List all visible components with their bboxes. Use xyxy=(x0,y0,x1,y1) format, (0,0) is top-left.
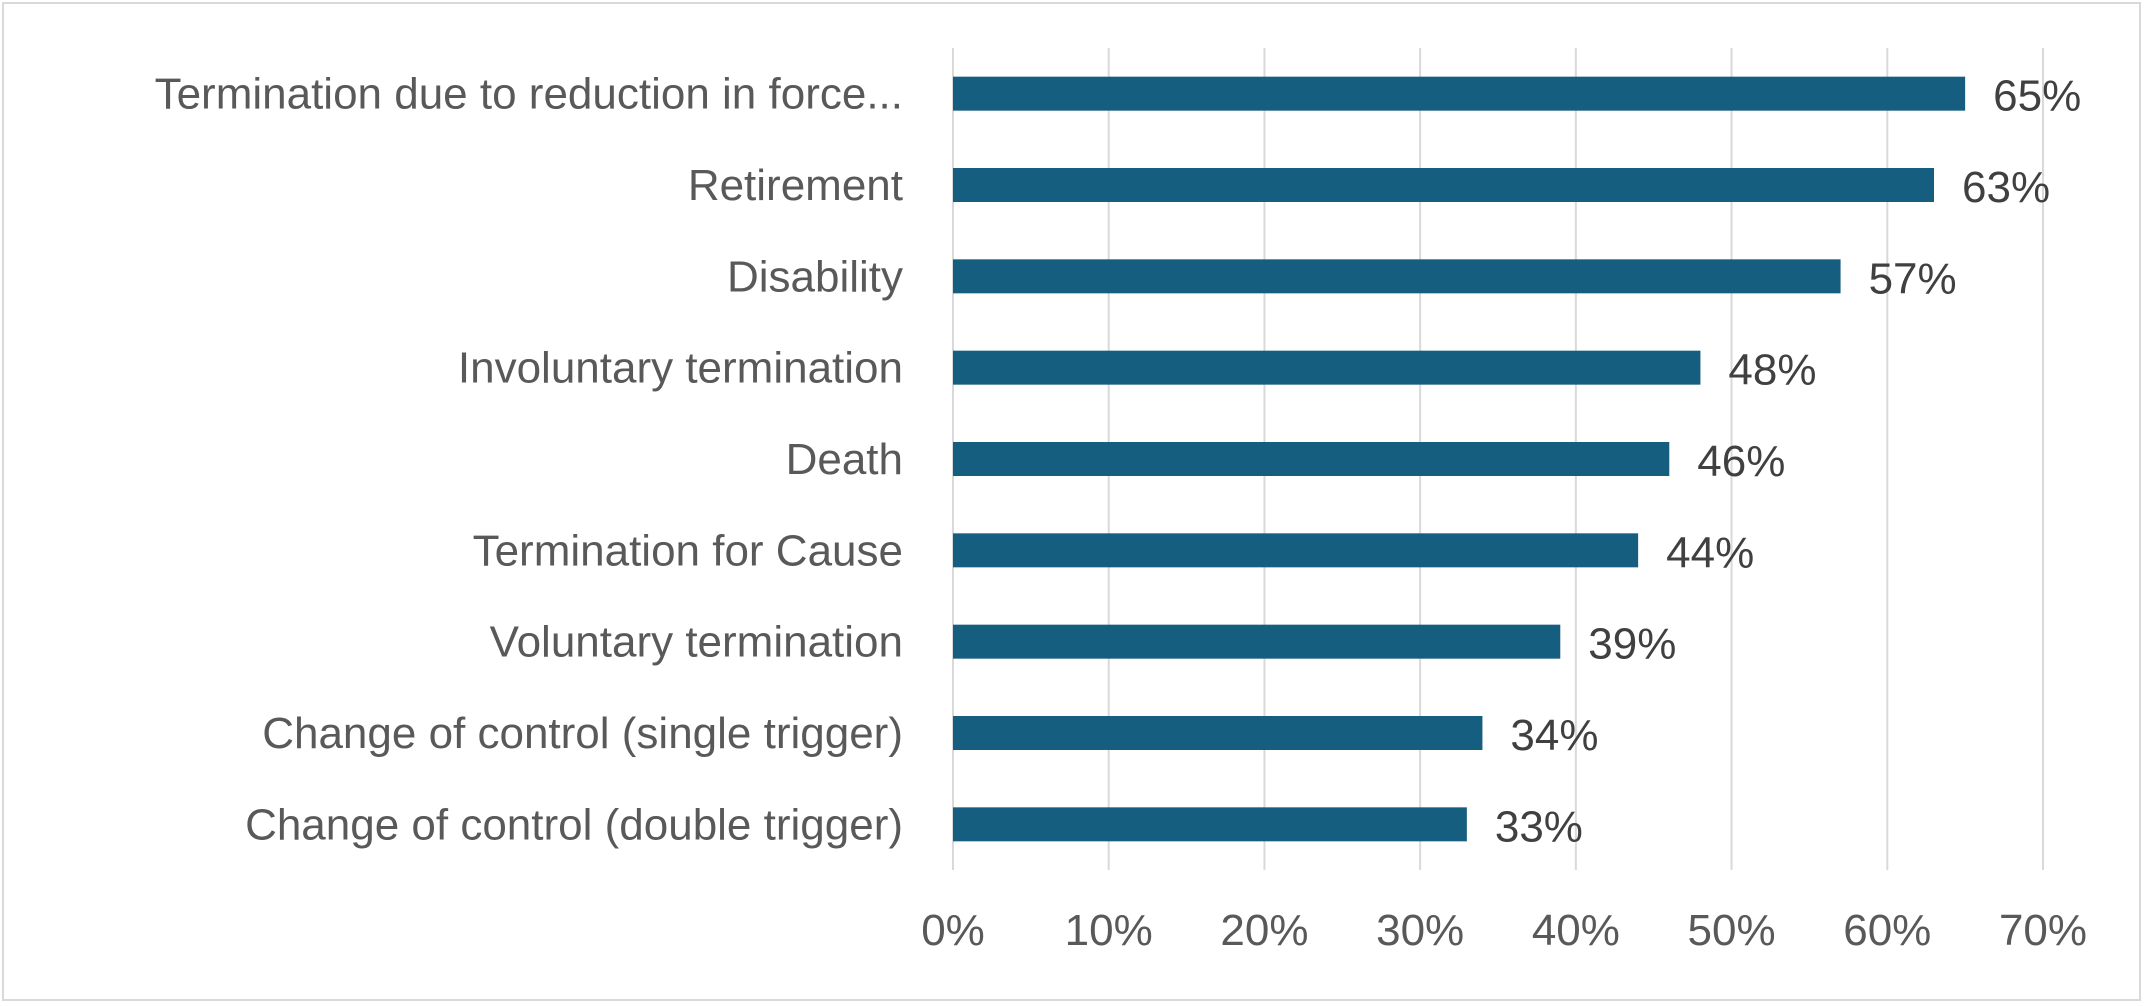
category-label: Change of control (double trigger) xyxy=(245,800,903,849)
category-label: Termination for Cause xyxy=(473,526,903,575)
x-tick-label: 40% xyxy=(1532,906,1620,955)
bar-chart: Termination due to reduction in force...… xyxy=(155,48,2087,955)
bar xyxy=(953,624,1561,659)
category-label: Voluntary termination xyxy=(490,618,903,667)
x-tick-label: 30% xyxy=(1376,906,1464,955)
data-label: 33% xyxy=(1495,802,1583,851)
x-tick-label: 0% xyxy=(921,906,985,955)
category-labels: Termination due to reduction in force...… xyxy=(155,70,903,850)
data-label: 39% xyxy=(1588,620,1676,669)
category-label: Disability xyxy=(727,252,903,301)
data-label: 63% xyxy=(1962,163,2050,212)
bar xyxy=(953,76,1966,111)
bar xyxy=(953,350,1701,385)
bar xyxy=(953,716,1483,750)
category-label: Retirement xyxy=(688,161,903,210)
bars xyxy=(953,76,1966,842)
category-label: Change of control (single trigger) xyxy=(262,709,903,758)
bar xyxy=(953,533,1639,568)
x-tick-label: 20% xyxy=(1220,906,1308,955)
data-label: 48% xyxy=(1728,346,1816,395)
bar xyxy=(953,168,1934,202)
bar xyxy=(953,259,1841,294)
data-label: 44% xyxy=(1666,528,1754,577)
bar xyxy=(953,442,1670,476)
data-label: 65% xyxy=(1993,72,2081,121)
data-label: 57% xyxy=(1869,254,1957,303)
bar xyxy=(953,807,1467,842)
category-label: Termination due to reduction in force... xyxy=(155,70,903,119)
data-label: 34% xyxy=(1510,711,1598,760)
category-label: Death xyxy=(786,435,903,484)
x-tick-labels: 0% 10% 20% 30% 40% 50% 60% 70% xyxy=(921,906,2087,955)
data-labels: 65% 63%57% 48% 46% 44% 39% 34% 33% xyxy=(1495,72,2081,852)
data-label: 46% xyxy=(1697,437,1785,486)
x-tick-label: 70% xyxy=(1999,906,2087,955)
category-label: Involuntary termination xyxy=(458,344,903,393)
x-tick-label: 50% xyxy=(1688,906,1776,955)
x-tick-label: 10% xyxy=(1065,906,1153,955)
x-tick-label: 60% xyxy=(1843,906,1931,955)
